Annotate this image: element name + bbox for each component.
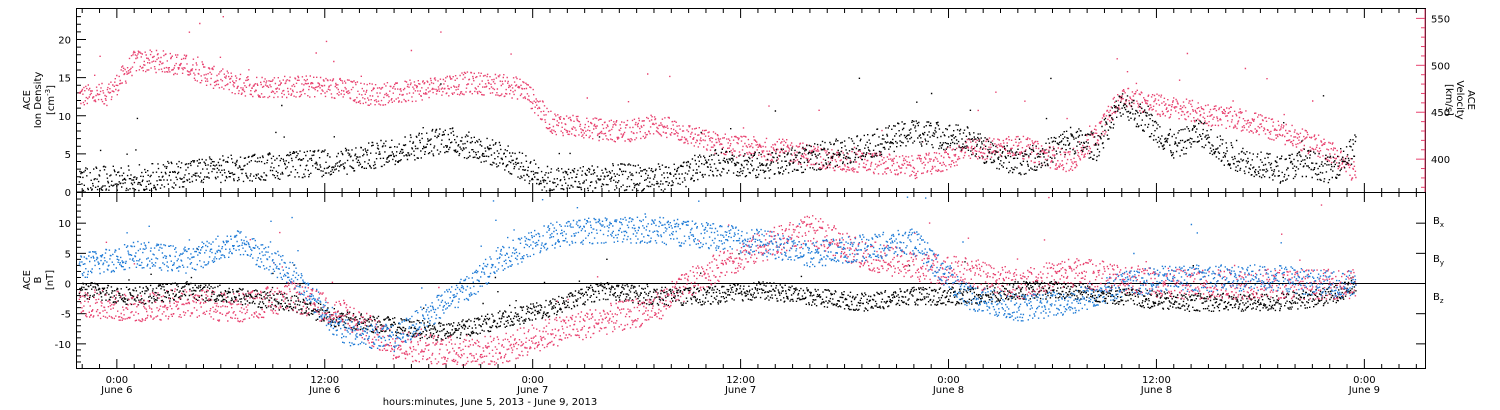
xtick-time-label: 0:00 <box>1353 375 1375 386</box>
velocity-ytick-label: 400 <box>1431 155 1450 166</box>
xtick-day-label: June 6 <box>308 385 340 396</box>
velocity-label-line3: [km/s] <box>1443 84 1454 116</box>
velocity-axis-label: ACE Velocity [km/s] <box>1443 80 1476 119</box>
legend-bx-sub: x <box>1440 221 1444 229</box>
by-points <box>78 196 1357 353</box>
xtick-time-label: 12:00 <box>726 375 755 386</box>
velocity-points <box>78 16 1357 181</box>
density-unit-close: ] <box>46 85 57 89</box>
by-series <box>78 196 1357 353</box>
bx-series <box>78 248 1357 341</box>
density-unit-open: [cm <box>46 96 57 115</box>
density-ytick-label: 5 <box>65 150 71 161</box>
field-ytick-label: 0 <box>65 280 71 291</box>
field-ytick-label: -10 <box>55 340 71 351</box>
legend-bx-base: B <box>1433 216 1440 227</box>
velocity-ytick-label: 550 <box>1431 14 1450 25</box>
xtick-time-label: 0:00 <box>937 375 959 386</box>
velocity-series <box>78 16 1357 181</box>
density-axis-label: ACE Ion Density [cm-3] <box>22 72 57 129</box>
legend-bz: Bz <box>1433 292 1444 305</box>
x-axis-caption: hours:minutes, June 5, 2013 - June 9, 20… <box>383 397 598 408</box>
bx-points <box>78 248 1357 341</box>
density-ytick-label: 20 <box>58 36 71 47</box>
xtick-time-label: 12:00 <box>1142 375 1171 386</box>
legend-bz-base: B <box>1433 292 1440 303</box>
xtick-day-label: June 6 <box>100 385 132 396</box>
density-unit-exponent: -3 <box>44 89 52 96</box>
velocity-ytick-label: 500 <box>1431 61 1450 72</box>
field-ytick-label: 10 <box>58 219 71 230</box>
field-label-line3: [nT] <box>45 270 56 290</box>
legend-by: By <box>1433 254 1444 267</box>
field-panel-frame <box>76 192 1426 369</box>
density-label-line3: [cm-3] <box>44 85 57 115</box>
xtick-time-label: 12:00 <box>310 375 339 386</box>
density-label-line1: ACE <box>22 90 33 110</box>
xtick-time-label: 0:00 <box>106 375 128 386</box>
legend-bz-sub: z <box>1440 297 1444 305</box>
field-axis-label: ACE B [nT] <box>22 270 56 290</box>
field-label-line2: B <box>33 276 44 283</box>
xtick-day-label: June 7 <box>516 385 548 396</box>
velocity-ytick-label: 450 <box>1431 108 1450 119</box>
density-label-line2: Ion Density <box>33 72 44 129</box>
bz-series <box>78 196 1357 366</box>
xtick-day-label: June 8 <box>932 385 964 396</box>
density-ytick-label: 0 <box>65 188 71 199</box>
legend-by-base: B <box>1433 254 1440 265</box>
density-ytick-label: 15 <box>58 74 71 85</box>
field-ytick-label: 5 <box>65 249 71 260</box>
legend-bx: Bx <box>1433 216 1444 229</box>
xtick-day-label: June 9 <box>1348 385 1380 396</box>
xtick-time-label: 0:00 <box>521 375 543 386</box>
legend-by-sub: y <box>1440 259 1444 267</box>
density-ytick-label: 10 <box>58 112 71 123</box>
bz-points <box>78 196 1357 366</box>
field-ytick-label: -5 <box>61 310 71 321</box>
velocity-label-line1: ACE <box>1465 90 1476 110</box>
field-label-line1: ACE <box>22 270 33 290</box>
xtick-day-label: June 8 <box>1140 385 1172 396</box>
legend: Bx By Bz <box>1433 216 1444 305</box>
xtick-day-label: June 7 <box>724 385 756 396</box>
velocity-label-line2: Velocity <box>1454 80 1465 119</box>
